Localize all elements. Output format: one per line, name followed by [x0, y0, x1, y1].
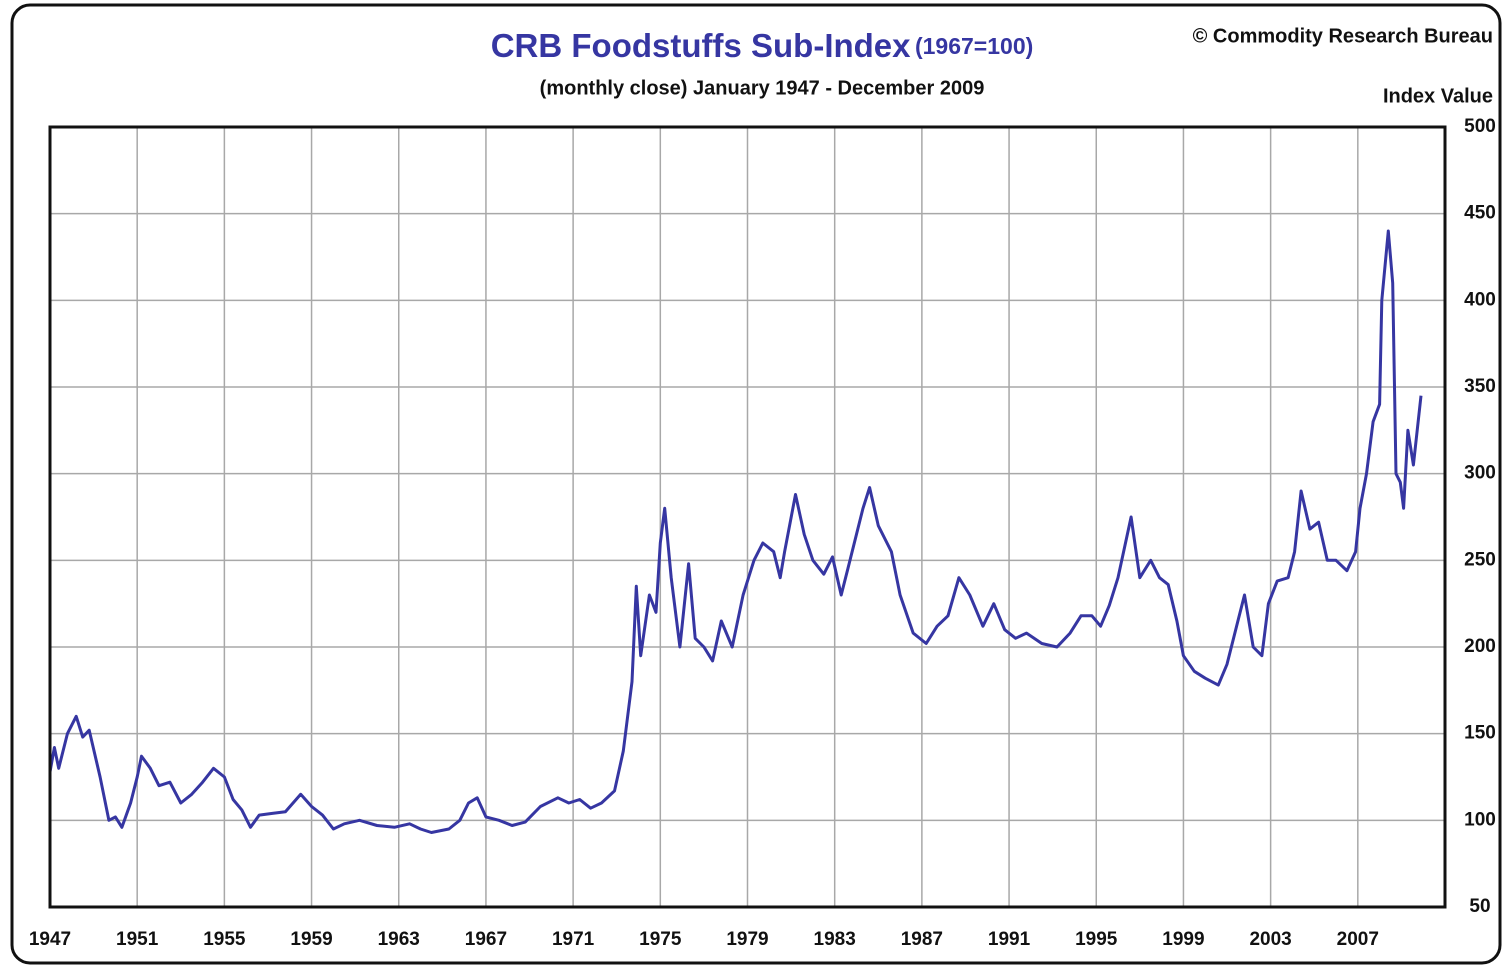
- chart-title: CRB Foodstuffs Sub-Index (1967=100): [491, 27, 1034, 64]
- title-note: (1967=100): [915, 33, 1033, 59]
- x-tick-label: 1971: [552, 929, 595, 950]
- x-tick-label: 1951: [116, 929, 159, 950]
- y-tick-label: 400: [1464, 289, 1496, 310]
- y-tick-label: 500: [1464, 116, 1496, 137]
- y-axis-label: Index Value: [1383, 85, 1493, 107]
- x-tick-label: 2007: [1337, 929, 1379, 950]
- y-tick-label: 250: [1464, 549, 1496, 570]
- x-tick-label: 1987: [901, 929, 943, 950]
- y-tick-label: 150: [1464, 723, 1496, 744]
- x-tick-label: 1995: [1075, 929, 1118, 950]
- y-tick-label: 50: [1469, 896, 1490, 917]
- data-line: [48, 229, 1423, 834]
- x-tick-label: 1999: [1162, 929, 1204, 950]
- y-tick-label: 100: [1464, 809, 1496, 830]
- y-tick-label: 450: [1464, 203, 1496, 224]
- x-tick-label: 1983: [814, 929, 856, 950]
- x-tick-label: 1979: [726, 929, 768, 950]
- x-tick-label: 1947: [29, 929, 71, 950]
- y-tick-label: 350: [1464, 376, 1496, 397]
- source: © Commodity Research Bureau: [1193, 25, 1493, 47]
- x-tick-label: 1963: [378, 929, 420, 950]
- x-tick-label: 1955: [203, 929, 246, 950]
- x-tick-label: 1975: [639, 929, 682, 950]
- x-tick-label: 1967: [465, 929, 507, 950]
- grid: [49, 126, 1445, 908]
- title-main: CRB Foodstuffs Sub-Index: [491, 27, 911, 64]
- x-tick-label: 1959: [290, 929, 332, 950]
- plot-border: [48, 125, 1447, 909]
- x-tick-label: 1991: [988, 929, 1031, 950]
- subtitle: (monthly close) January 1947 - December …: [540, 77, 985, 99]
- frame: [10, 3, 1502, 965]
- x-tick-label: 2003: [1249, 929, 1291, 950]
- y-tick-label: 300: [1464, 463, 1496, 484]
- marks: [48, 229, 1423, 834]
- y-tick-label: 200: [1464, 636, 1496, 657]
